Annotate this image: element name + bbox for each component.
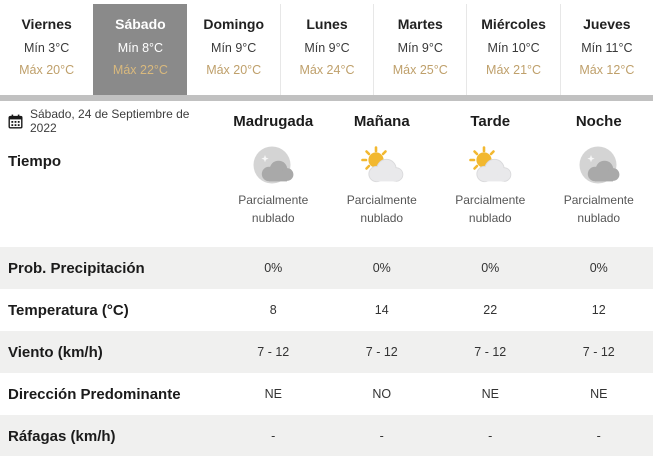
- condition-text: Parcialmente nublado: [563, 193, 634, 225]
- cell-value: 7 - 12: [582, 345, 615, 359]
- column-header-manana: Mañana: [353, 112, 410, 130]
- cell-value: 7 - 12: [365, 345, 398, 359]
- day-min-temp: Mín 9°C: [397, 41, 443, 55]
- day-tab-strip: Viernes Mín 3°C Máx 20°C Sábado Mín 8°C …: [0, 0, 653, 95]
- tabs-horizontal-scrollbar[interactable]: [0, 95, 653, 101]
- cell-value: 8: [269, 303, 277, 317]
- cell-value: -: [596, 429, 601, 443]
- weather-cell-tarde: Parcialmente nublado: [436, 141, 545, 227]
- date-label: Sábado, 24 de Septiembre de 2022: [30, 107, 190, 135]
- day-tab-miercoles[interactable]: Miércoles Mín 10°C Máx 21°C: [466, 4, 560, 95]
- row-label-tiempo: Tiempo: [8, 153, 62, 170]
- cell-value: 0%: [589, 261, 608, 275]
- table-row-precipitacion: Prob. Precipitación 0% 0% 0% 0%: [0, 247, 653, 289]
- weather-cell-noche: Parcialmente nublado: [545, 141, 653, 227]
- cell-value: 0%: [264, 261, 283, 275]
- day-max-temp: Máx 22°C: [112, 63, 168, 77]
- day-max-temp: Máx 25°C: [392, 63, 448, 77]
- row-label: Prob. Precipitación: [8, 259, 145, 277]
- condition-text: Parcialmente nublado: [455, 193, 526, 225]
- cell-value: 0%: [372, 261, 391, 275]
- day-name: Sábado: [115, 16, 166, 32]
- day-max-temp: Máx 24°C: [299, 63, 355, 77]
- cell-value: -: [271, 429, 276, 443]
- table-row-rafagas: Ráfagas (km/h) - - - -: [0, 415, 653, 456]
- weather-cell-manana: Parcialmente nublado: [328, 141, 437, 227]
- day-min-temp: Mín 3°C: [23, 41, 70, 55]
- cell-value: 12: [591, 303, 606, 317]
- cell-value: 22: [483, 303, 498, 317]
- cell-value: NE: [481, 387, 499, 401]
- table-header-row: Sábado, 24 de Septiembre de 2022 Madruga…: [0, 101, 653, 141]
- day-tab-sabado-active[interactable]: Sábado Mín 8°C Máx 22°C: [93, 4, 187, 95]
- cell-value: 7 - 12: [257, 345, 290, 359]
- day-name: Lunes: [306, 16, 348, 32]
- sun-cloud-icon: [360, 146, 404, 183]
- day-name: Jueves: [583, 16, 631, 32]
- row-label: Viento (km/h): [8, 343, 103, 361]
- moon-cloud-icon: [253, 146, 294, 184]
- column-header-noche: Noche: [575, 112, 622, 130]
- row-label: Dirección Predominante: [8, 385, 181, 403]
- cell-value: -: [488, 429, 493, 443]
- day-name: Viernes: [21, 16, 72, 32]
- day-tab-domingo[interactable]: Domingo Mín 9°C Máx 20°C: [186, 4, 280, 95]
- day-name: Martes: [397, 16, 443, 32]
- weather-condition-row: Tiempo Parcialmente nublado: [0, 141, 653, 247]
- day-max-temp: Máx 20°C: [19, 63, 75, 77]
- table-row-temperatura: Temperatura (°C) 8 14 22 12: [0, 289, 653, 331]
- cell-value: NE: [590, 387, 608, 401]
- cell-value: 14: [374, 303, 389, 317]
- table-row-direccion: Dirección Predominante NE NO NE NE: [0, 373, 653, 415]
- column-header-madrugada: Madrugada: [233, 112, 314, 130]
- condition-text: Parcialmente nublado: [238, 193, 309, 225]
- column-header-tarde: Tarde: [470, 112, 511, 130]
- day-max-temp: Máx 12°C: [579, 63, 635, 77]
- day-name: Domingo: [203, 16, 265, 32]
- cell-value: -: [379, 429, 384, 443]
- row-label: Ráfagas (km/h): [8, 427, 116, 445]
- day-min-temp: Mín 11°C: [581, 41, 633, 55]
- moon-cloud-icon: [579, 146, 620, 184]
- day-name: Miércoles: [481, 16, 546, 32]
- weather-cell-madrugada: Parcialmente nublado: [219, 141, 328, 227]
- cell-value: 7 - 12: [474, 345, 507, 359]
- day-min-temp: Mín 9°C: [211, 41, 257, 55]
- day-tab-martes[interactable]: Martes Mín 9°C Máx 25°C: [373, 4, 467, 95]
- cell-value: 0%: [481, 261, 500, 275]
- selected-date: Sábado, 24 de Septiembre de 2022: [0, 107, 219, 135]
- day-tab-viernes[interactable]: Viernes Mín 3°C Máx 20°C: [0, 4, 94, 95]
- cell-value: NE: [264, 387, 282, 401]
- condition-text: Parcialmente nublado: [346, 193, 417, 225]
- calendar-icon: [8, 114, 23, 128]
- day-min-temp: Mín 8°C: [117, 41, 164, 55]
- day-min-temp: Mín 10°C: [487, 41, 540, 55]
- day-min-temp: Mín 9°C: [304, 41, 350, 55]
- day-max-temp: Máx 21°C: [486, 63, 542, 77]
- day-tab-lunes[interactable]: Lunes Mín 9°C Máx 24°C: [279, 4, 374, 95]
- sun-cloud-icon: [469, 146, 512, 183]
- cell-value: NO: [372, 387, 392, 401]
- day-tab-jueves[interactable]: Jueves Mín 11°C Máx 12°C: [559, 4, 653, 95]
- day-max-temp: Máx 20°C: [206, 63, 262, 77]
- row-label: Temperatura (°C): [8, 301, 129, 319]
- table-row-viento: Viento (km/h) 7 - 12 7 - 12 7 - 12 7 - 1…: [0, 331, 653, 373]
